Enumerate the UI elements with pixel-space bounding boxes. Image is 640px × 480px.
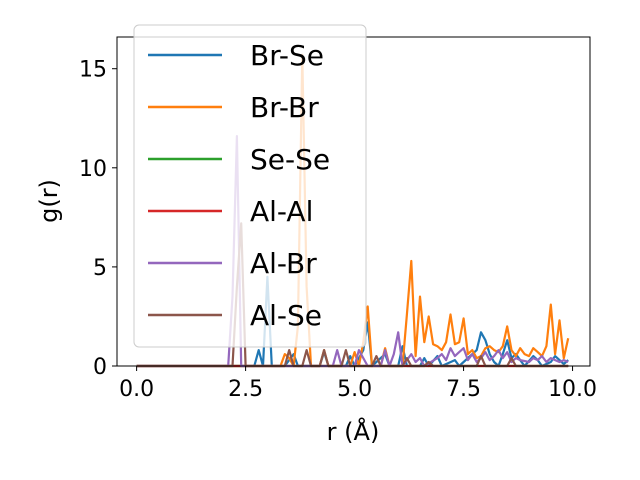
x-tick-label: 0.0 <box>119 377 154 402</box>
x-tick-label: 5.0 <box>337 377 372 402</box>
x-tick-label: 7.5 <box>446 377 481 402</box>
y-tick-label: 5 <box>93 256 107 281</box>
legend-box <box>133 24 367 348</box>
legend-label-se-se: Se-Se <box>250 143 330 176</box>
legend-label-al-br: Al-Br <box>250 247 317 280</box>
x-tick-label: 2.5 <box>228 377 263 402</box>
legend-label-br-se: Br-Se <box>250 39 324 72</box>
y-tick-label: 0 <box>93 355 107 380</box>
legend-label-br-br: Br-Br <box>250 91 319 124</box>
series-line-al-br <box>136 135 569 368</box>
y-tick-label: 10 <box>79 157 107 182</box>
x-axis-label: r (Å) <box>327 417 380 446</box>
x-tick-label: 10.0 <box>548 377 597 402</box>
axis-ticks: 0.0 2.5 5.0 7.5 10.0 0 5 10 15 <box>79 58 597 402</box>
y-tick-label: 15 <box>79 58 107 83</box>
legend: Br-Se Br-Br Se-Se Al-Al Al-Br Al-Se <box>133 24 367 348</box>
legend-label-al-se: Al-Se <box>250 299 322 332</box>
legend-label-al-al: Al-Al <box>250 195 313 228</box>
y-axis-label: g(r) <box>35 179 63 223</box>
